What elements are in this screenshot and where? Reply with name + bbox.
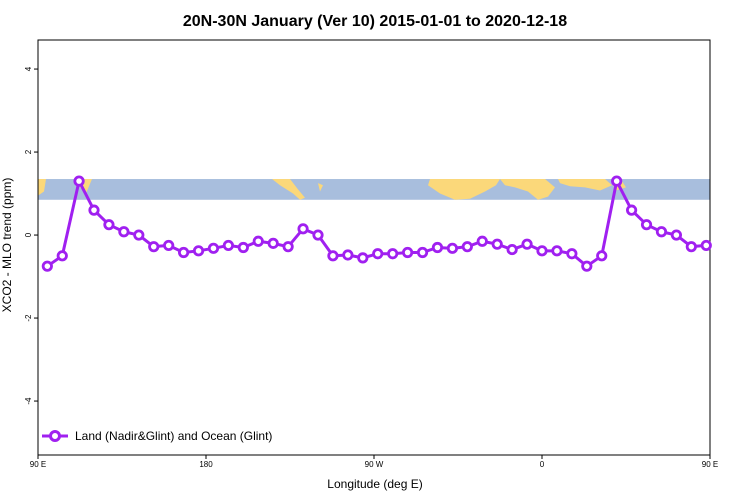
y-tick-label: 0 — [24, 232, 33, 237]
data-point — [56, 250, 68, 262]
data-point — [700, 239, 712, 252]
data-point — [611, 175, 623, 187]
x-axis-label: Longitude (deg E) — [327, 477, 422, 491]
data-point — [118, 226, 130, 238]
plot-frame — [37, 39, 711, 456]
map-land-patch — [38, 179, 46, 196]
data-point — [41, 260, 53, 272]
x-tick-label: 0 — [540, 460, 545, 469]
data-point — [222, 239, 234, 252]
data-point — [207, 242, 220, 254]
y-axis-label: XCO2 - MLO trend (ppm) — [0, 178, 14, 313]
data-point — [521, 238, 533, 250]
chart-title: 20N-30N January (Ver 10) 2015-01-01 to 2… — [183, 13, 567, 30]
map-land-patch — [558, 179, 612, 191]
data-point — [148, 241, 160, 253]
legend-marker — [49, 430, 61, 442]
x-tick-label: 180 — [199, 460, 213, 469]
x-tick-label: 90 E — [702, 460, 718, 469]
data-point — [237, 241, 249, 254]
data-point — [506, 243, 518, 256]
data-point — [297, 223, 309, 235]
data-point — [342, 249, 354, 261]
data-point — [372, 248, 384, 260]
y-axis: 4 2 0 -2 -4 — [24, 66, 38, 405]
data-point — [133, 229, 145, 241]
data-point — [476, 235, 488, 247]
map-band — [38, 179, 710, 200]
data-point — [536, 245, 548, 257]
data-point — [596, 250, 608, 262]
y-tick-label: 4 — [24, 66, 33, 71]
legend-label: Land (Nadir&Glint) and Ocean (Glint) — [75, 429, 272, 443]
data-point — [670, 229, 683, 241]
data-point — [312, 229, 324, 241]
map-land-patch — [318, 183, 323, 192]
data-point — [73, 175, 85, 187]
data-point — [655, 226, 668, 238]
y-tick-label: -2 — [24, 314, 33, 322]
legend: Land (Nadir&Glint) and Ocean (Glint) — [42, 429, 272, 443]
x-tick-label: 90 E — [30, 460, 46, 469]
data-point — [88, 204, 100, 216]
data-point — [103, 219, 115, 231]
x-tick-label: 90 W — [365, 460, 384, 469]
data-point — [192, 245, 205, 257]
data-point — [640, 219, 653, 231]
map-land-patch — [500, 179, 555, 200]
map-land-patch — [428, 179, 500, 200]
data-point — [685, 241, 697, 253]
data-point — [625, 204, 638, 216]
map-band-ocean — [38, 179, 710, 200]
data-point — [178, 246, 190, 259]
data-point — [387, 248, 399, 260]
x-axis: 90 E 180 90 W 0 90 E — [30, 455, 718, 469]
y-tick-label: 2 — [24, 149, 33, 154]
data-point — [566, 248, 578, 260]
data-point — [551, 245, 563, 257]
data-point — [401, 246, 414, 259]
data-point — [416, 246, 429, 259]
series-layer — [41, 175, 712, 272]
data-point — [163, 239, 175, 252]
data-point — [252, 235, 264, 247]
data-point — [357, 252, 369, 264]
y-tick-label: -4 — [24, 397, 33, 405]
data-point — [282, 241, 294, 253]
data-point — [446, 242, 458, 254]
map-land-patch — [272, 179, 305, 200]
data-point — [491, 238, 503, 250]
data-point — [581, 260, 593, 272]
data-point — [327, 250, 339, 262]
data-point — [461, 241, 473, 253]
data-point — [267, 237, 279, 249]
data-point — [431, 241, 444, 254]
